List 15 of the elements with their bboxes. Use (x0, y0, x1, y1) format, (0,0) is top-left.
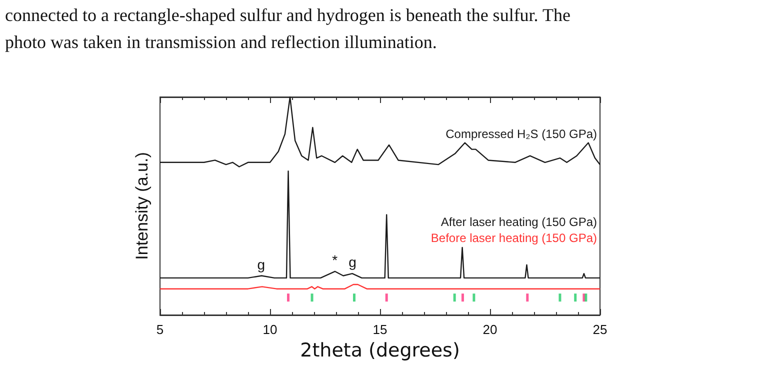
annotation: * (332, 252, 338, 268)
series-label: Compressed H₂S (150 GPa) (446, 127, 597, 141)
annotation: g (257, 256, 266, 272)
y-axis-title: Intensity (a.u.) (132, 152, 152, 260)
x-tick-label: 5 (156, 322, 164, 337)
text: After laser heating (150 GPa) (440, 215, 597, 229)
annotation: g (348, 254, 356, 270)
x-tick-label: 20 (482, 322, 498, 337)
text: connected to a rectangle-shaped sulfur and hydrogen is beneath the sulfur. The (5, 5, 570, 25)
x-axis-title: 2theta (degrees) (300, 340, 460, 362)
x-tick-label: 10 (262, 322, 278, 337)
x-tick-label: 25 (592, 322, 608, 337)
text: photo was taken in transmission and reflection illumination. (5, 32, 437, 52)
x-tick-label: 15 (372, 322, 388, 337)
text: Before laser heating (150 GPa) (430, 231, 597, 245)
